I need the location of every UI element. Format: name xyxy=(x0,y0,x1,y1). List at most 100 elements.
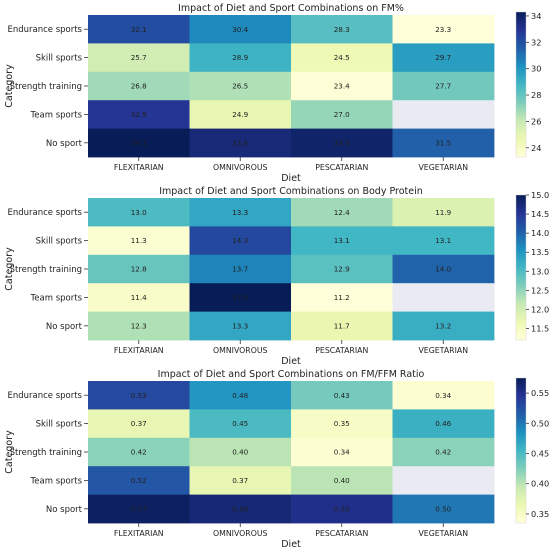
cell-value-label: 0.40 xyxy=(334,476,350,485)
cell-value-label: 31.5 xyxy=(435,138,451,147)
heatmap-cell xyxy=(392,43,495,73)
x-tick-label: FLEXITARIAN xyxy=(114,346,164,355)
heatmap-cell xyxy=(291,283,393,312)
x-tick-label: PESCATARIAN xyxy=(315,163,368,172)
cell-value-label: 0.52 xyxy=(131,476,147,485)
y-axis-label: Category xyxy=(4,247,15,291)
cell-value-label: 14.3 xyxy=(232,236,248,245)
x-tick-label: VEGETARIAN xyxy=(418,163,468,172)
cell-value-label: 0.45 xyxy=(232,419,248,428)
y-tick-label: Team sports xyxy=(30,293,83,303)
cell-value-label: 28.3 xyxy=(334,25,350,34)
cell-value-label: 13.3 xyxy=(232,208,248,217)
heatmap-cell xyxy=(291,128,393,158)
heatmap-panel-3: Impact of Diet and Sport Combinations on… xyxy=(4,369,549,550)
y-tick-label: Skill sports xyxy=(36,54,83,64)
cell-value-label: 11.3 xyxy=(131,236,147,245)
heatmap-cell xyxy=(392,100,495,129)
cell-value-label: 13.1 xyxy=(334,236,350,245)
cell-value-label: 12.4 xyxy=(334,208,350,217)
x-tick-label: FLEXITARIAN xyxy=(114,529,164,538)
cell-value-label: 13.1 xyxy=(435,236,451,245)
heatmap-cell xyxy=(189,283,292,312)
cell-value-label: 12.9 xyxy=(334,265,350,274)
cell-value-label: 26.8 xyxy=(131,82,147,91)
colorbar-tick-label: 0.50 xyxy=(531,418,549,428)
heatmap-cell xyxy=(88,494,190,524)
heatmap-cell xyxy=(291,226,393,256)
heatmap-panel-2: Impact of Diet and Sport Combinations on… xyxy=(4,186,549,367)
y-tick-label: Skill sports xyxy=(36,237,83,247)
cell-value-label: 14.0 xyxy=(435,265,451,274)
heatmap-cell xyxy=(189,409,292,439)
x-tick-label: FLEXITARIAN xyxy=(114,163,164,172)
heatmap-cell xyxy=(88,409,190,439)
colorbar-tick-label: 30 xyxy=(531,64,541,74)
y-tick-label: Team sports xyxy=(30,110,83,120)
cell-value-label: 24.5 xyxy=(334,53,350,62)
cell-value-label: 0.37 xyxy=(131,419,147,428)
heatmap-cell xyxy=(189,43,292,73)
x-axis-label: Diet xyxy=(281,356,301,367)
cell-value-label: 0.57 xyxy=(131,504,147,513)
heatmap-cell xyxy=(392,494,495,524)
heatmap-cell xyxy=(88,311,190,341)
cell-value-label: 24.9 xyxy=(232,110,248,119)
cell-value-label: 12.8 xyxy=(131,265,147,274)
cell-value-label: 26.5 xyxy=(232,82,248,91)
y-tick-label: Team sports xyxy=(30,476,83,486)
x-axis-label: Diet xyxy=(281,539,301,550)
colorbar-tick-label: 12.5 xyxy=(531,285,549,295)
colorbar-tick-label: 15.0 xyxy=(531,190,549,200)
colorbar-tick-label: 0.45 xyxy=(531,449,549,459)
y-tick-label: Skill sports xyxy=(36,420,83,430)
cell-value-label: 27.7 xyxy=(435,82,451,91)
heatmap-cell xyxy=(189,71,292,101)
heatmap-cell xyxy=(291,466,393,495)
heatmap-cell xyxy=(392,226,495,256)
heatmap-cell xyxy=(392,381,495,410)
colorbar-tick-label: 14.0 xyxy=(531,228,549,238)
y-tick-label: Strength training xyxy=(10,82,82,92)
cell-value-label: 34.3 xyxy=(131,138,147,147)
heatmap-cell xyxy=(88,226,190,256)
x-tick-label: OMNIVOROUS xyxy=(213,346,268,355)
heatmap-cell xyxy=(88,100,190,129)
heatmap-cell xyxy=(291,254,393,284)
heatmap-cell xyxy=(189,381,292,410)
cell-value-label: 0.40 xyxy=(232,448,248,457)
cell-value-label: 27.0 xyxy=(334,110,350,119)
cell-value-label: 11.4 xyxy=(131,293,147,302)
heatmap-cell xyxy=(88,128,190,158)
cell-value-label: 23.4 xyxy=(334,82,350,91)
cell-value-label: 11.7 xyxy=(334,321,350,330)
cell-value-label: 11.2 xyxy=(334,293,350,302)
x-tick-label: OMNIVOROUS xyxy=(213,163,268,172)
y-axis-label: Category xyxy=(4,64,15,108)
cell-value-label: 32.1 xyxy=(131,25,147,34)
heatmap-cell xyxy=(392,254,495,284)
colorbar-tick-label: 13.0 xyxy=(531,266,549,276)
colorbar xyxy=(515,11,527,158)
heatmap-cell xyxy=(392,283,495,312)
heatmap-cell xyxy=(291,71,393,101)
heatmap-cell xyxy=(392,466,495,495)
cell-value-label: 0.43 xyxy=(334,391,350,400)
chart-title: Impact of Diet and Sport Combinations on… xyxy=(158,369,425,380)
heatmap-cell xyxy=(392,71,495,101)
cell-value-label: 25.7 xyxy=(131,53,147,62)
cell-value-label: 0.35 xyxy=(334,419,350,428)
y-tick-label: Endurance sports xyxy=(7,208,82,218)
heatmap-cell xyxy=(189,226,292,256)
colorbar-tick-label: 26 xyxy=(531,116,541,126)
colorbar-tick-label: 13.5 xyxy=(531,247,549,257)
heatmap-cell xyxy=(392,409,495,439)
heatmap-cell xyxy=(392,311,495,341)
y-tick-label: No sport xyxy=(46,139,83,149)
heatmap-cell xyxy=(189,311,292,341)
cell-value-label: 33.6 xyxy=(232,138,248,147)
heatmap-cell xyxy=(392,15,495,44)
colorbar-tick-label: 14.5 xyxy=(531,209,549,219)
y-tick-label: No sport xyxy=(46,322,83,332)
cell-value-label: 0.37 xyxy=(232,476,248,485)
